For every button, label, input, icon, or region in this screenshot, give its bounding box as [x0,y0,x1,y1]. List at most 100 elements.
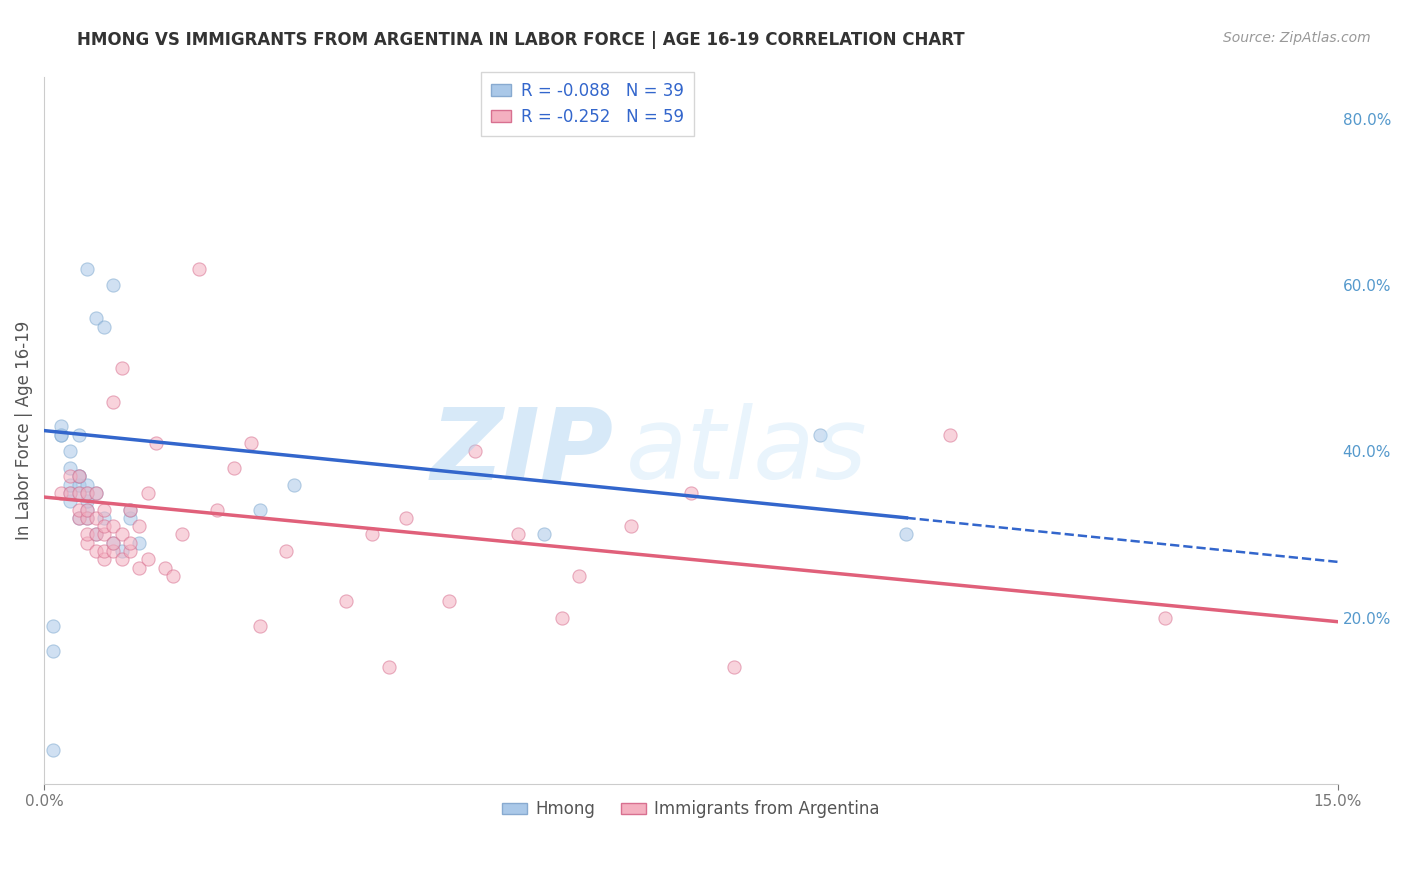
Point [93,502,115,516]
Point [101,535,124,549]
Point [111,552,134,566]
Point [896,527,918,541]
Point [67,502,90,516]
Text: atlas: atlas [626,403,868,500]
Point [93,511,115,525]
Text: ZIP: ZIP [430,403,613,500]
Point [136,552,159,566]
Point [136,486,159,500]
Point [76,527,98,541]
Point [84,486,107,500]
Point [84,527,107,541]
Point [1154,610,1177,624]
Point [283,477,305,491]
Point [67,469,90,483]
Point [84,311,107,326]
Point [120,511,142,525]
Point [679,486,702,500]
Point [619,519,641,533]
Point [76,502,98,516]
Point [93,552,115,566]
Point [145,436,167,450]
Point [67,511,90,525]
Point [335,594,357,608]
Point [205,502,228,516]
Point [120,544,142,558]
Point [120,502,142,516]
Point [395,511,418,525]
Point [378,660,401,674]
Point [84,527,107,541]
Point [111,361,134,376]
Point [84,544,107,558]
Point [360,527,382,541]
Point [120,535,142,549]
Text: HMONG VS IMMIGRANTS FROM ARGENTINA IN LABOR FORCE | AGE 16-19 CORRELATION CHART: HMONG VS IMMIGRANTS FROM ARGENTINA IN LA… [77,31,965,49]
Point [59,444,82,458]
Point [67,511,90,525]
Point [59,494,82,508]
Point [42,743,65,757]
Point [120,502,142,516]
Point [93,319,115,334]
Point [222,461,245,475]
Point [84,511,107,525]
Point [153,560,176,574]
Point [59,469,82,483]
Point [111,544,134,558]
Point [808,427,831,442]
Point [101,535,124,549]
Point [249,502,271,516]
Point [76,535,98,549]
Point [42,619,65,633]
Point [67,486,90,500]
Point [76,494,98,508]
Point [938,427,960,442]
Point [51,427,73,442]
Point [128,519,150,533]
Point [172,527,194,541]
Point [67,469,90,483]
Point [76,261,98,276]
Point [240,436,263,450]
Legend: Hmong, Immigrants from Argentina: Hmong, Immigrants from Argentina [496,794,886,825]
Point [93,527,115,541]
Point [508,527,530,541]
Point [274,544,297,558]
Point [59,486,82,500]
Point [723,660,745,674]
Point [93,544,115,558]
Point [59,461,82,475]
Point [67,469,90,483]
Point [93,519,115,533]
Point [51,486,73,500]
Point [464,444,486,458]
Point [550,610,572,624]
Point [76,486,98,500]
Point [51,419,73,434]
Point [76,486,98,500]
Point [439,594,461,608]
Point [533,527,555,541]
Point [42,644,65,658]
Point [101,394,124,409]
Point [76,511,98,525]
Point [101,278,124,293]
Point [67,486,90,500]
Point [128,560,150,574]
Point [67,427,90,442]
Point [162,569,184,583]
Point [84,486,107,500]
Point [76,477,98,491]
Point [51,427,73,442]
Point [101,544,124,558]
Point [59,477,82,491]
Point [76,502,98,516]
Point [188,261,211,276]
Point [67,477,90,491]
Point [128,535,150,549]
Point [111,527,134,541]
Point [59,486,82,500]
Point [76,511,98,525]
Text: Source: ZipAtlas.com: Source: ZipAtlas.com [1223,31,1371,45]
